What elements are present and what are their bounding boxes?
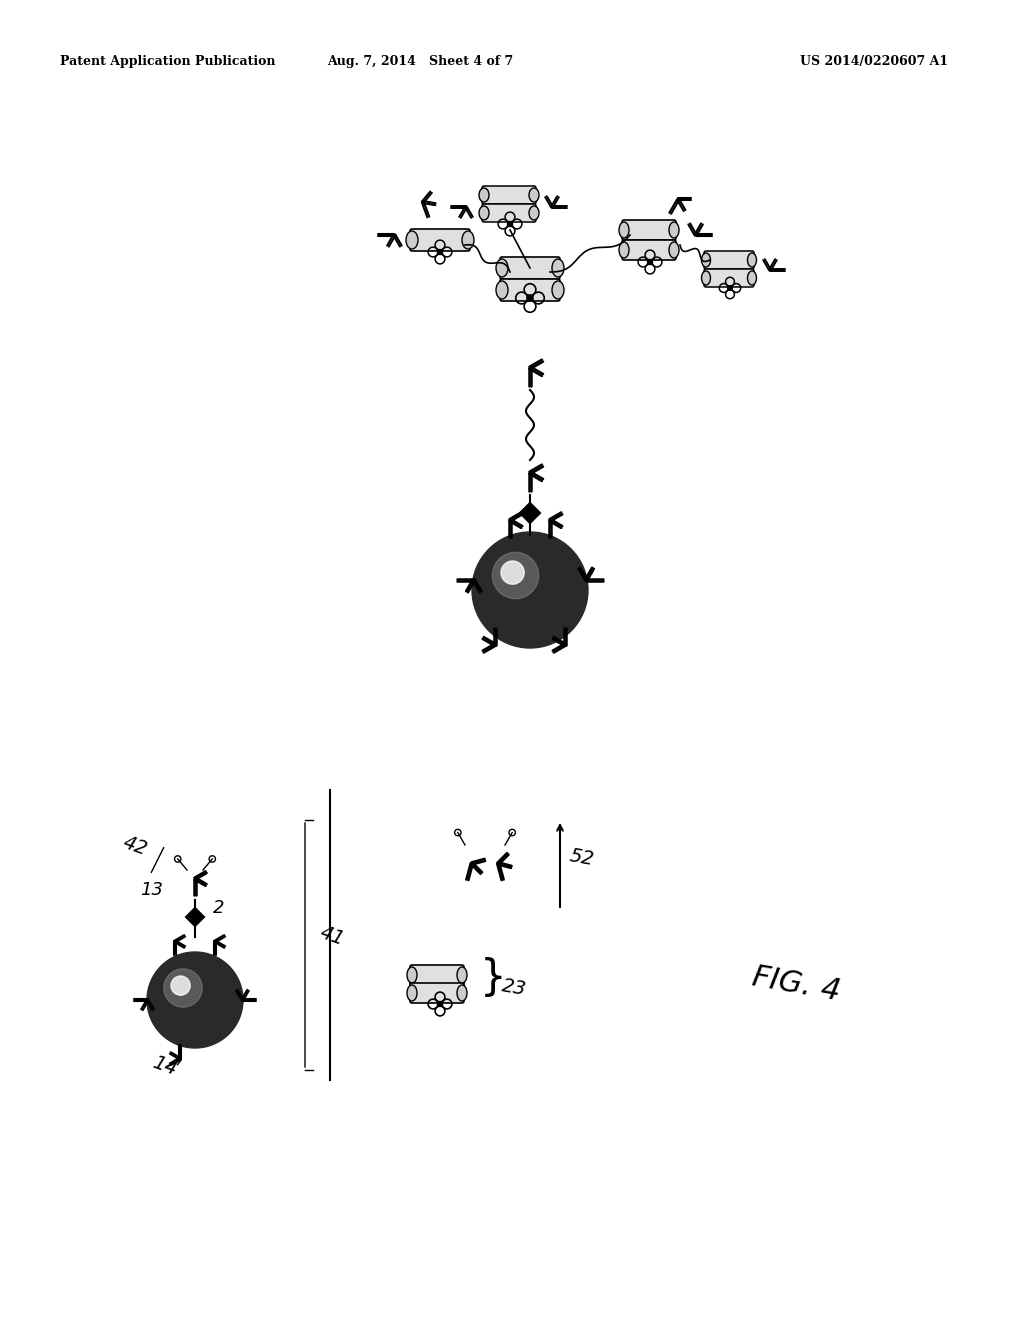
FancyBboxPatch shape [705,269,754,286]
Ellipse shape [407,985,417,1001]
Polygon shape [520,503,540,523]
Ellipse shape [618,222,629,238]
Circle shape [647,260,652,264]
FancyBboxPatch shape [410,965,464,985]
Text: 14: 14 [150,1052,180,1078]
Ellipse shape [496,281,508,300]
Polygon shape [186,908,204,927]
Ellipse shape [406,231,418,249]
Ellipse shape [462,231,474,249]
Ellipse shape [479,206,489,220]
FancyBboxPatch shape [622,240,676,260]
Ellipse shape [552,281,564,300]
Ellipse shape [552,259,564,277]
Circle shape [164,969,202,1007]
Text: }: } [480,957,507,999]
Ellipse shape [748,271,757,285]
FancyBboxPatch shape [410,228,470,251]
Ellipse shape [457,985,467,1001]
Circle shape [171,975,190,995]
Circle shape [437,1002,442,1006]
FancyBboxPatch shape [500,257,560,279]
Ellipse shape [407,968,417,983]
Ellipse shape [669,242,679,257]
Ellipse shape [457,968,467,983]
Circle shape [147,952,243,1048]
Text: FIG. 4: FIG. 4 [750,962,843,1006]
Text: 2: 2 [213,899,224,917]
Circle shape [472,532,588,648]
Text: 52: 52 [568,846,596,869]
Circle shape [493,552,539,599]
Ellipse shape [529,187,539,202]
FancyBboxPatch shape [705,251,754,269]
FancyBboxPatch shape [482,186,536,205]
Circle shape [527,294,534,301]
Ellipse shape [701,271,711,285]
Text: Patent Application Publication: Patent Application Publication [60,55,275,69]
Text: Aug. 7, 2014   Sheet 4 of 7: Aug. 7, 2014 Sheet 4 of 7 [327,55,513,69]
Circle shape [437,249,442,255]
Ellipse shape [479,187,489,202]
Text: US 2014/0220607 A1: US 2014/0220607 A1 [800,55,948,69]
FancyBboxPatch shape [622,220,676,240]
Text: 41: 41 [317,923,347,949]
Ellipse shape [618,242,629,257]
Circle shape [508,222,512,227]
Text: 23: 23 [500,975,527,999]
Text: 13: 13 [140,880,163,899]
Ellipse shape [496,259,508,277]
Circle shape [501,561,524,585]
FancyBboxPatch shape [500,279,560,301]
Ellipse shape [748,253,757,267]
Text: 42: 42 [120,833,150,859]
Ellipse shape [701,253,711,267]
FancyBboxPatch shape [410,983,464,1003]
FancyBboxPatch shape [482,205,536,222]
Circle shape [728,285,732,290]
Ellipse shape [529,206,539,220]
Ellipse shape [669,222,679,238]
